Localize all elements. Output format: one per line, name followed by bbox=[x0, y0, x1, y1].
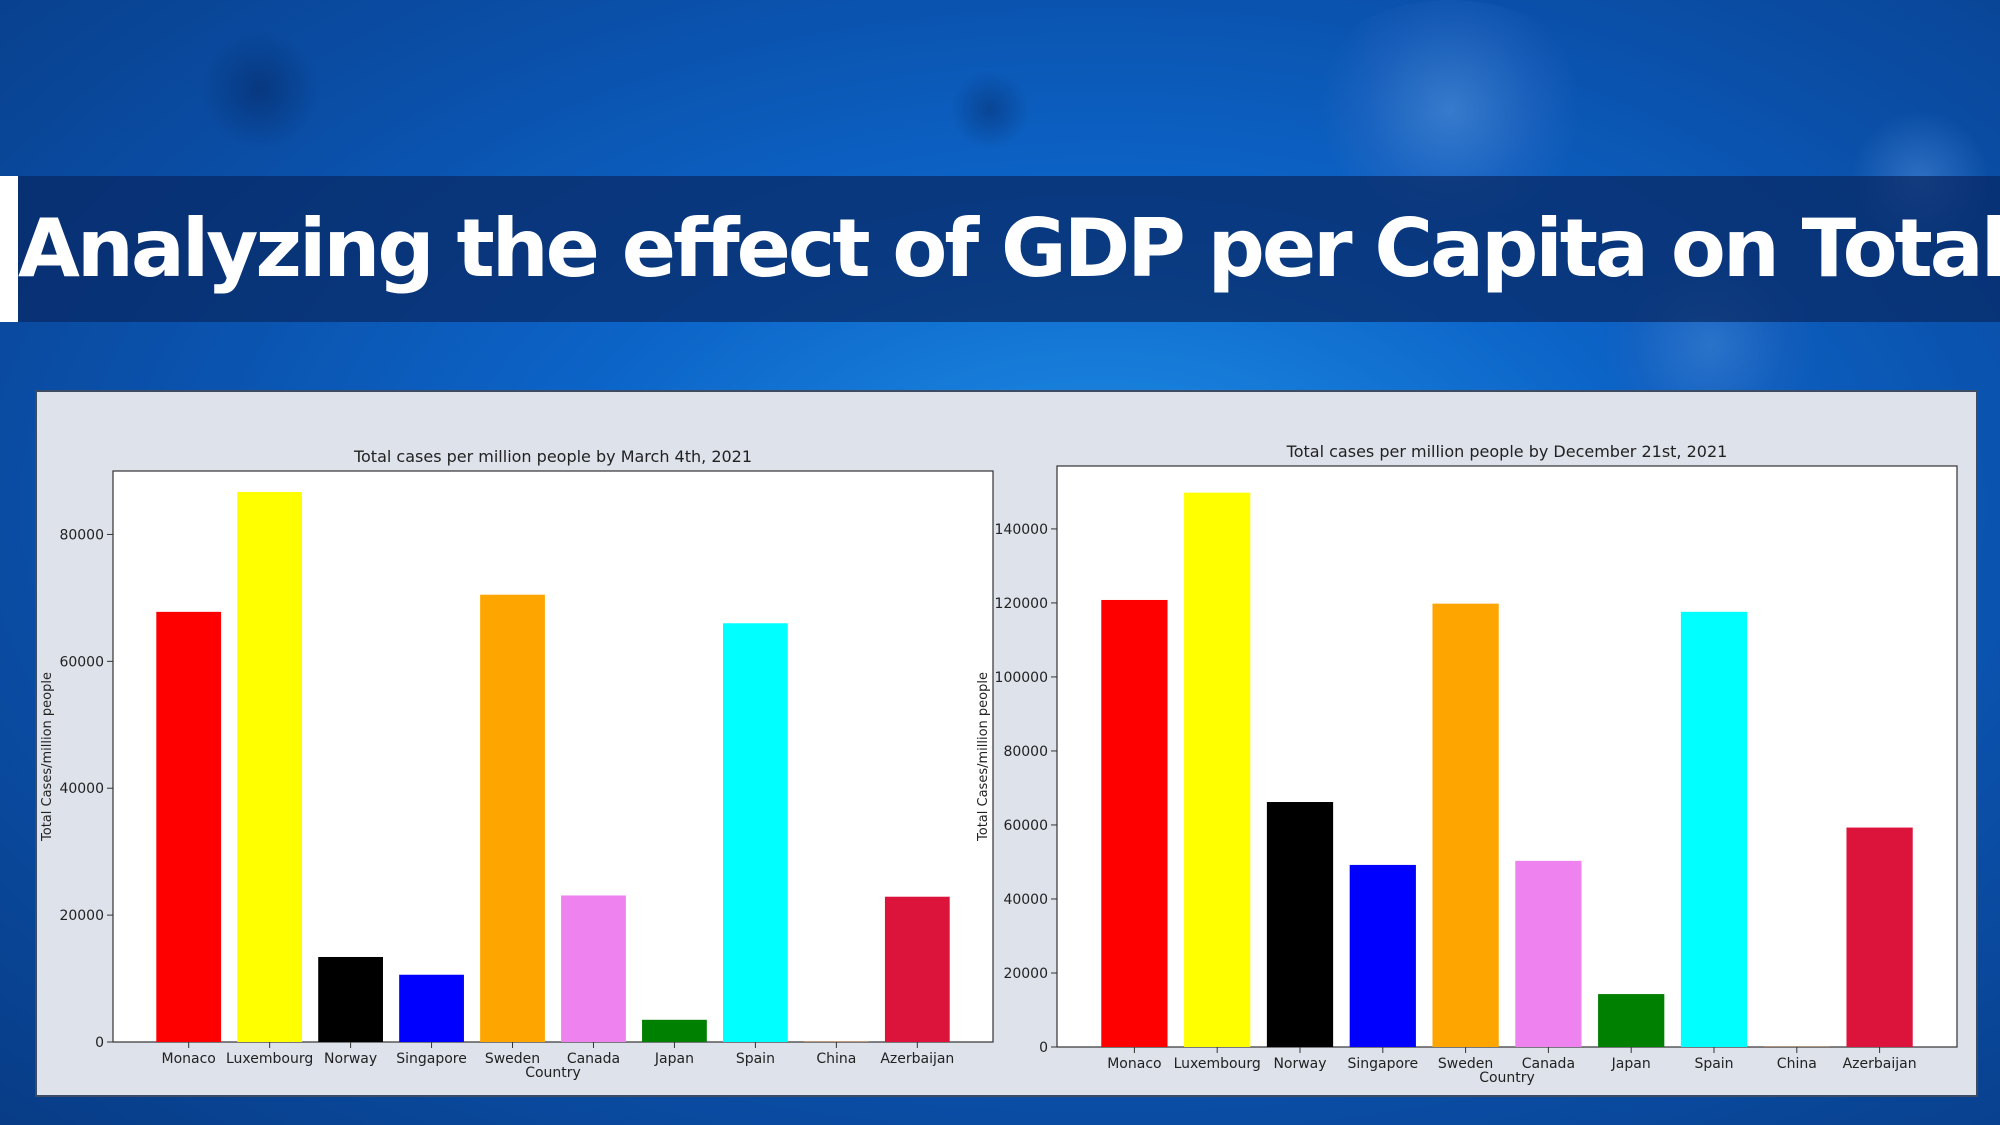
bar-singapore bbox=[399, 974, 464, 1042]
y-axis-label: Total Cases/million people bbox=[40, 672, 55, 842]
x-tick-label: Monaco bbox=[1107, 1056, 1161, 1072]
y-tick-label: 0 bbox=[1039, 1040, 1048, 1056]
virus-background-graphic bbox=[200, 30, 320, 150]
x-tick-label: Sweden bbox=[485, 1051, 540, 1067]
virus-background-graphic bbox=[950, 70, 1030, 150]
x-axis-label: Country bbox=[525, 1065, 581, 1081]
slide-title: Analyzing the effect of GDP per Capita o… bbox=[18, 202, 2000, 295]
y-tick-label: 60000 bbox=[59, 654, 104, 670]
x-tick-label: Spain bbox=[736, 1051, 775, 1067]
chart-2: Total cases per million people by Decemb… bbox=[976, 442, 1958, 1086]
y-axis-label: Total Cases/million people bbox=[976, 672, 991, 842]
charts-panel: Total cases per million people by March … bbox=[35, 390, 1978, 1097]
y-tick-label: 40000 bbox=[59, 781, 104, 797]
x-tick-label: Japan bbox=[1611, 1056, 1651, 1072]
y-tick-label: 80000 bbox=[59, 527, 104, 543]
x-tick-label: Japan bbox=[654, 1051, 694, 1067]
y-tick-label: 0 bbox=[95, 1035, 104, 1051]
bar-sweden bbox=[480, 594, 545, 1042]
x-tick-label: Monaco bbox=[162, 1051, 216, 1067]
bar-azerbaijan bbox=[1846, 827, 1913, 1047]
bar-singapore bbox=[1349, 864, 1416, 1047]
y-tick-label: 120000 bbox=[995, 596, 1048, 612]
x-tick-label: Luxembourg bbox=[226, 1051, 313, 1067]
bar-canada bbox=[1515, 860, 1582, 1047]
x-axis-label: Country bbox=[1479, 1070, 1535, 1086]
bar-monaco bbox=[156, 611, 222, 1042]
x-tick-label: Sweden bbox=[1438, 1056, 1493, 1072]
x-tick-label: Canada bbox=[567, 1051, 620, 1067]
bar-monaco bbox=[1101, 599, 1168, 1047]
bar-luxembourg bbox=[237, 491, 303, 1043]
x-tick-label: China bbox=[816, 1051, 856, 1067]
y-tick-label: 20000 bbox=[1003, 966, 1048, 982]
charts-svg: Total cases per million people by March … bbox=[40, 442, 1958, 1086]
title-band bbox=[0, 176, 2000, 322]
y-tick-label: 20000 bbox=[59, 908, 104, 924]
y-tick-label: 140000 bbox=[995, 522, 1048, 538]
x-tick-label: Luxembourg bbox=[1174, 1056, 1261, 1072]
y-tick-label: 40000 bbox=[1003, 892, 1048, 908]
y-tick-label: 60000 bbox=[1003, 818, 1048, 834]
y-tick-label: 80000 bbox=[1003, 744, 1048, 760]
bar-japan bbox=[1598, 994, 1665, 1047]
bar-spain bbox=[723, 623, 788, 1042]
chart-1: Total cases per million people by March … bbox=[40, 447, 994, 1081]
x-tick-label: Singapore bbox=[1347, 1056, 1418, 1072]
bar-sweden bbox=[1432, 603, 1499, 1047]
bar-canada bbox=[561, 895, 626, 1042]
bar-japan bbox=[642, 1019, 707, 1042]
chart-title: Total cases per million people by March … bbox=[353, 447, 752, 466]
x-tick-label: Azerbaijan bbox=[880, 1051, 954, 1067]
x-tick-label: China bbox=[1777, 1056, 1817, 1072]
bar-norway bbox=[1266, 802, 1334, 1047]
bar-norway bbox=[318, 956, 383, 1042]
y-tick-label: 100000 bbox=[995, 670, 1048, 686]
x-tick-label: Singapore bbox=[396, 1051, 467, 1067]
x-tick-label: Azerbaijan bbox=[1843, 1056, 1917, 1072]
x-tick-label: Spain bbox=[1694, 1056, 1733, 1072]
x-tick-label: Norway bbox=[1273, 1056, 1326, 1072]
x-tick-label: Canada bbox=[1522, 1056, 1575, 1072]
bar-spain bbox=[1680, 611, 1748, 1047]
chart-title: Total cases per million people by Decemb… bbox=[1286, 442, 1728, 461]
x-tick-label: Norway bbox=[324, 1051, 377, 1067]
bar-luxembourg bbox=[1184, 492, 1251, 1047]
title-accent-bar bbox=[0, 176, 18, 322]
bar-azerbaijan bbox=[884, 896, 950, 1042]
